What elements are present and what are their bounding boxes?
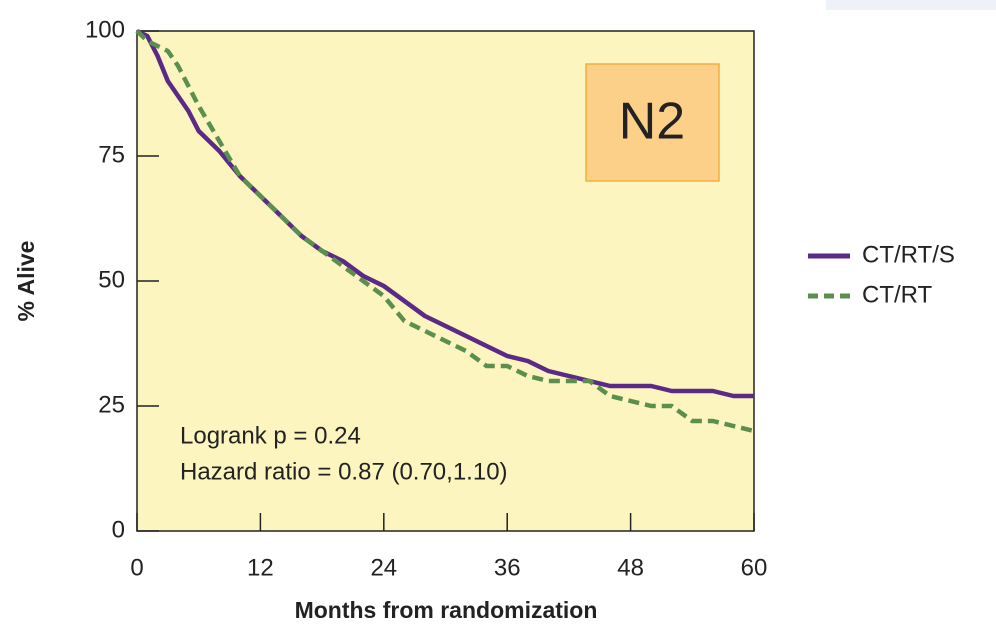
y-axis-title: % Alive xyxy=(13,241,39,322)
legend-label: CT/RT/S xyxy=(862,241,955,268)
legend-label: CT/RT xyxy=(862,281,933,308)
survival-curve xyxy=(136,28,754,399)
y-tick-label: 50 xyxy=(98,266,125,293)
annotation: Hazard ratio = 0.87 (0.70,1.10) xyxy=(180,458,508,485)
y-tick-label: 0 xyxy=(112,516,125,543)
x-tick-label: 12 xyxy=(247,554,274,581)
x-tick-label: 36 xyxy=(494,554,521,581)
x-tick-label: 60 xyxy=(741,554,768,581)
y-tick-label: 75 xyxy=(98,141,125,168)
survival-curve xyxy=(135,29,755,434)
label-box xyxy=(585,63,720,182)
annotation: Logrank p = 0.24 xyxy=(180,422,361,449)
x-axis-title: Months from randomization xyxy=(295,597,598,623)
y-tick-label: 100 xyxy=(85,16,125,43)
x-tick-label: 24 xyxy=(370,554,397,581)
x-tick-label: 0 xyxy=(130,554,143,581)
x-tick-label: 48 xyxy=(617,554,644,581)
y-tick-label: 25 xyxy=(98,391,125,418)
corner-panel xyxy=(826,0,996,10)
label-text: N2 xyxy=(619,93,685,151)
